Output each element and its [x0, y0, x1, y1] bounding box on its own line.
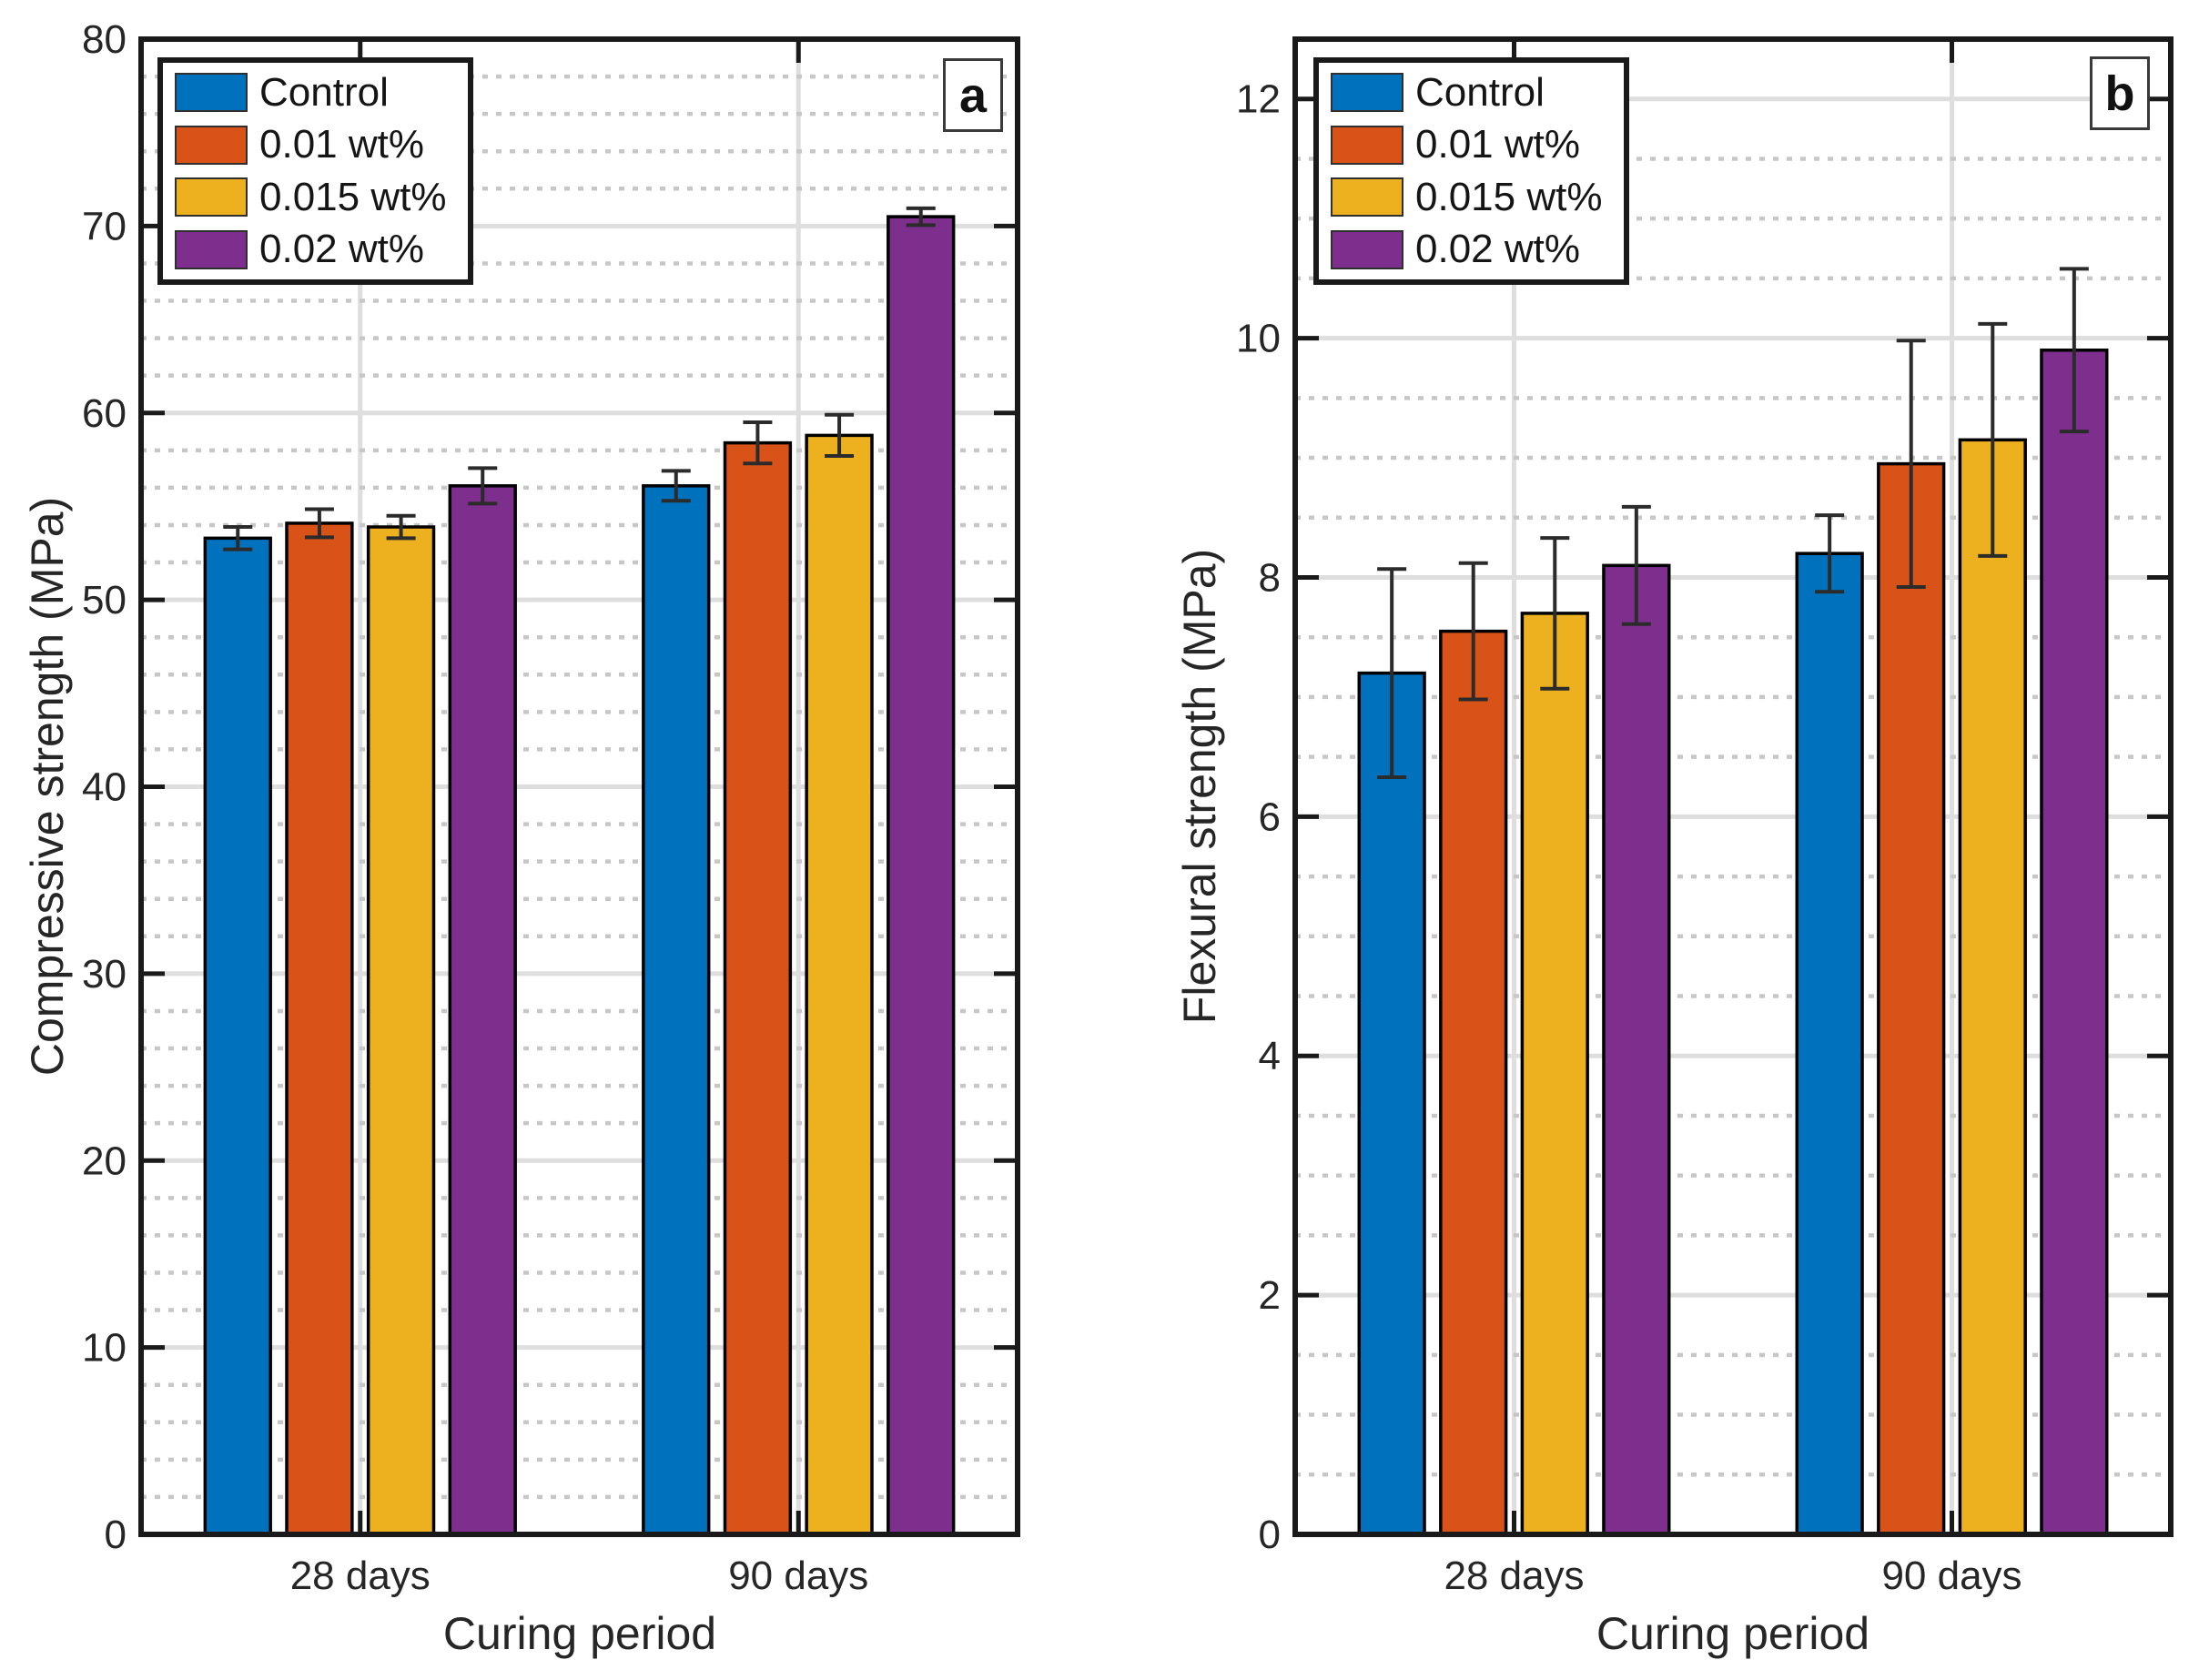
- legend-a: Control 0.01 wt% 0.015 wt% 0.02 wt%: [157, 57, 473, 285]
- axis-frame: [1292, 36, 2174, 1537]
- legend-row: 0.01 wt%: [163, 122, 468, 167]
- bar: [1357, 671, 1426, 1536]
- legend-row: 0.02 wt%: [163, 227, 468, 272]
- bar: [366, 525, 436, 1536]
- bar: [1795, 552, 1864, 1536]
- x-axis-label-a: Curing period: [442, 1608, 717, 1659]
- bar: [1602, 563, 1671, 1536]
- bar: [805, 433, 874, 1536]
- panel-label-a: a: [943, 58, 1003, 132]
- legend-label: 0.015 wt%: [1415, 174, 1603, 219]
- legend-swatch: [1331, 229, 1403, 269]
- bar: [285, 521, 354, 1536]
- y-tick-label: 10: [1236, 317, 1281, 361]
- y-tick-label: 4: [1259, 1034, 1281, 1078]
- legend-label: 0.015 wt%: [259, 174, 447, 219]
- y-axis-label-a: Compressive strength (MPa): [22, 496, 73, 1077]
- bar: [1958, 438, 2027, 1536]
- legend-row: 0.015 wt%: [1319, 175, 1624, 220]
- legend-swatch: [1331, 177, 1403, 218]
- legend-b: Control 0.01 wt% 0.015 wt% 0.02 wt%: [1313, 57, 1629, 285]
- legend-label: 0.02 wt%: [1415, 227, 1580, 272]
- legend-row: 0.015 wt%: [163, 175, 468, 220]
- legend-swatch: [175, 177, 248, 218]
- bar: [203, 536, 272, 1536]
- legend-row: Control: [163, 70, 468, 116]
- legend-label: Control: [259, 69, 389, 115]
- bar: [723, 440, 793, 1536]
- y-tick-label: 70: [82, 204, 127, 248]
- legend-label: 0.01 wt%: [259, 122, 424, 167]
- legend-swatch: [1331, 73, 1403, 113]
- y-tick-label: 8: [1259, 555, 1281, 600]
- x-tick-label: 90 days: [1881, 1553, 2022, 1598]
- bar: [1439, 629, 1508, 1536]
- y-axis-label-b: Flexural strength (MPa): [1174, 548, 1225, 1025]
- y-tick-label: 10: [82, 1326, 127, 1371]
- legend-row: Control: [1319, 70, 1624, 116]
- y-tick-label: 2: [1259, 1273, 1281, 1318]
- legend-swatch: [1331, 125, 1403, 165]
- bar: [887, 215, 956, 1536]
- legend-swatch: [175, 125, 248, 165]
- x-tick-label: 28 days: [1444, 1553, 1584, 1598]
- legend-row: 0.02 wt%: [1319, 227, 1624, 272]
- y-tick-label: 50: [82, 578, 127, 622]
- legend-label: 0.02 wt%: [259, 227, 424, 272]
- legend-swatch: [175, 73, 248, 113]
- y-tick-label: 60: [82, 391, 127, 436]
- bar: [448, 484, 517, 1536]
- x-axis-label-b: Curing period: [1596, 1608, 1870, 1659]
- legend-swatch: [175, 229, 248, 269]
- y-tick-label: 40: [82, 765, 127, 810]
- x-tick-label: 90 days: [728, 1553, 868, 1598]
- y-tick-label: 6: [1259, 794, 1281, 839]
- panel-label-b: b: [2090, 56, 2150, 130]
- y-tick-label: 12: [1236, 77, 1281, 122]
- legend-label: 0.01 wt%: [1415, 122, 1580, 167]
- y-tick-label: 30: [82, 952, 127, 997]
- y-tick-label: 80: [82, 17, 127, 62]
- legend-label: Control: [1415, 69, 1545, 115]
- bar: [2040, 348, 2109, 1536]
- x-tick-label: 28 days: [290, 1553, 431, 1598]
- y-tick-label: 20: [82, 1139, 127, 1183]
- bar: [1877, 461, 1946, 1536]
- legend-row: 0.01 wt%: [1319, 122, 1624, 167]
- y-tick-label: 0: [105, 1513, 127, 1557]
- bar: [1520, 612, 1589, 1536]
- bar: [642, 484, 711, 1536]
- y-tick-label: 0: [1259, 1513, 1281, 1557]
